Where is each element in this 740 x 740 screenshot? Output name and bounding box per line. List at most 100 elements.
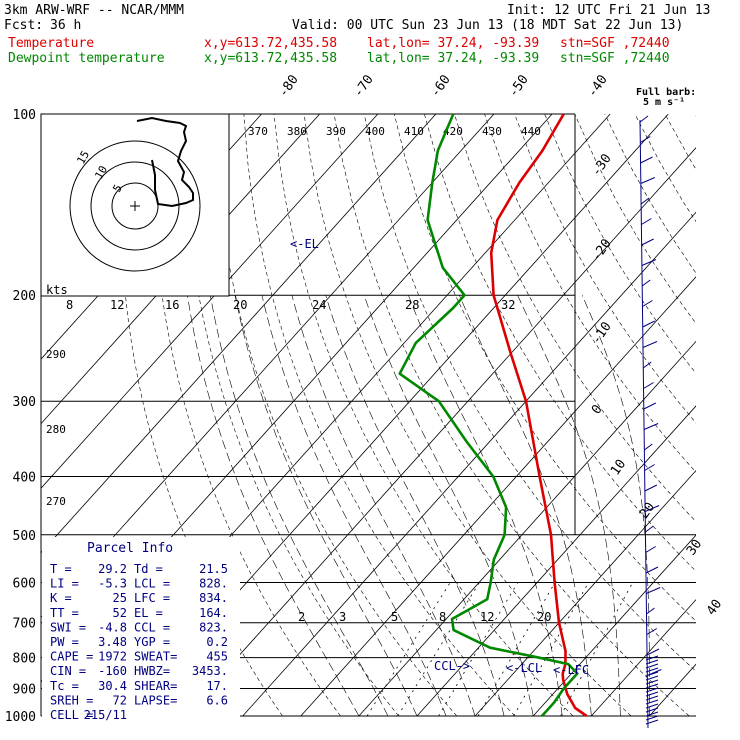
wind-barb [639, 115, 649, 123]
mixing-ratio-line [560, 582, 634, 717]
parcel-key: LI = [50, 577, 79, 591]
parcel-key: TT = [50, 606, 79, 620]
isotherm-line [416, 405, 696, 717]
wind-barb [640, 136, 651, 143]
wind-barb [640, 156, 653, 164]
temperature-legend: Temperature [8, 36, 95, 51]
isotherm-line [242, 211, 696, 717]
isotherm-line [184, 147, 696, 717]
dry-adiabat-line [243, 114, 516, 717]
lfc-marker: <-LFC [553, 663, 589, 677]
dry-adiabat-line [120, 114, 283, 717]
moist-adiabat-line [581, 295, 650, 716]
dry-adiabat-line [694, 114, 696, 117]
hodograph-ring-15 [69, 140, 201, 272]
init-time: Init: 12 UTC Fri 21 Jun 13 [507, 3, 711, 18]
wind-barb [645, 667, 659, 673]
parcel-key: SREH = [50, 693, 93, 707]
valid-time: Valid: 00 UTC Sun 23 Jun 13 (18 MDT Sat … [292, 18, 684, 33]
pressure-label: 500 [13, 529, 36, 544]
wind-barb [642, 361, 652, 369]
theta-label: 280 [46, 423, 66, 436]
wind-barb [645, 719, 659, 725]
mixing-ratio-labels: 2 3 5 8 12 20 [298, 610, 551, 624]
parcel-key: LFC = [134, 591, 170, 605]
parcel-key: K = [50, 591, 72, 605]
temperature-tick-label: -30 [589, 151, 615, 179]
wind-barb [644, 464, 655, 471]
parcel-key: HWBZ= [134, 664, 170, 678]
hodograph-speed-label: 28 [405, 298, 419, 312]
isotherm-line [532, 534, 696, 717]
dry-adiabat-line [303, 114, 632, 717]
wind-barb [641, 218, 652, 225]
parcel-info-bg [42, 537, 240, 730]
parcel-value: 828. [199, 577, 228, 591]
isotherm-line [591, 599, 696, 717]
parcel-key: CIN = [50, 664, 86, 678]
dry-adiabat-line [213, 114, 458, 717]
hodograph-speed-label: 24 [312, 298, 326, 312]
theta-label: 290 [46, 348, 66, 361]
pressure-label: 700 [13, 617, 36, 632]
ccl-marker: CCL-> [434, 659, 470, 673]
moist-adiabat-line [234, 295, 418, 717]
isotherm-line [41, 114, 379, 489]
parcel-key: Td = [134, 562, 163, 576]
dry-adiabat-line [664, 114, 696, 170]
pressure-label: 1000 [5, 710, 36, 725]
forecast-hour: 36 h [50, 18, 82, 33]
dry-adiabat-line [394, 114, 696, 622]
hodograph-ring-10 [90, 161, 180, 251]
parcel-info-panel: Parcel Info T = 29.2 Td = 21.5 LI = -5.3 LCL =… [42, 537, 240, 730]
dry-adiabat-line [484, 114, 696, 473]
wind-barb [640, 197, 650, 205]
pressure-labels: 100 200 300 400 500 600 700 800 900 1000 [5, 108, 36, 725]
wind-barb [645, 687, 659, 693]
dewpoint-xy: x,y=613.72,435.58 [204, 51, 338, 66]
mixing-ratio-line [366, 582, 451, 717]
dry-adiabat-line [514, 114, 696, 424]
parcel-value: 3.48 [98, 635, 127, 649]
theta-label: 410 [404, 125, 424, 138]
wind-barb [645, 707, 659, 713]
wind-barb [645, 683, 659, 689]
mixing-ratio-line [477, 582, 556, 717]
wind-barb [643, 382, 654, 389]
parcel-key: Tc = [50, 679, 79, 693]
theta-label: 380 [287, 125, 307, 138]
parcel-key: CCL = [134, 620, 170, 634]
mixing-ratio-label: 8 [439, 610, 446, 624]
isotherm-line [41, 114, 437, 554]
isotherm-line [708, 114, 740, 716]
dewpoint-legend: Dewpoint temperature [8, 51, 165, 66]
parcel-key: SHEAR= [134, 679, 177, 693]
wind-barb [643, 402, 657, 410]
moist-adiabat-line [517, 295, 621, 717]
pressure-label: 200 [13, 289, 36, 304]
theta-label: 430 [482, 125, 502, 138]
hodograph-speed-label: 12 [110, 298, 124, 312]
moist-adiabat-line [291, 295, 476, 717]
moist-adiabat-line [210, 295, 389, 717]
lcl-marker: <-LCL [506, 661, 542, 675]
dewpoint-station: stn=SGF ,72440 [560, 51, 670, 66]
forecast-label: Fcst: [4, 18, 44, 33]
pressure-label: 800 [13, 652, 36, 667]
dry-adiabat-line [333, 114, 690, 717]
parcel-value: 164. [199, 606, 228, 620]
parcel-value: 0.2 [206, 635, 228, 649]
wind-barb [644, 484, 658, 492]
wind-barb [646, 607, 655, 615]
wind-barb [645, 663, 659, 669]
temperature-tick-label: -20 [589, 236, 615, 264]
wind-barb [641, 259, 657, 266]
mixing-ratio-line [397, 582, 480, 717]
parcel-value: 834. [199, 591, 228, 605]
hodograph-speed-label: 32 [501, 298, 515, 312]
theta-label: 400 [365, 125, 385, 138]
temperature-tick-label: -80 [276, 72, 302, 100]
parcel-value: 21.5 [199, 562, 228, 576]
dry-adiabat-line [725, 114, 740, 716]
hodograph-trace [136, 116, 194, 208]
